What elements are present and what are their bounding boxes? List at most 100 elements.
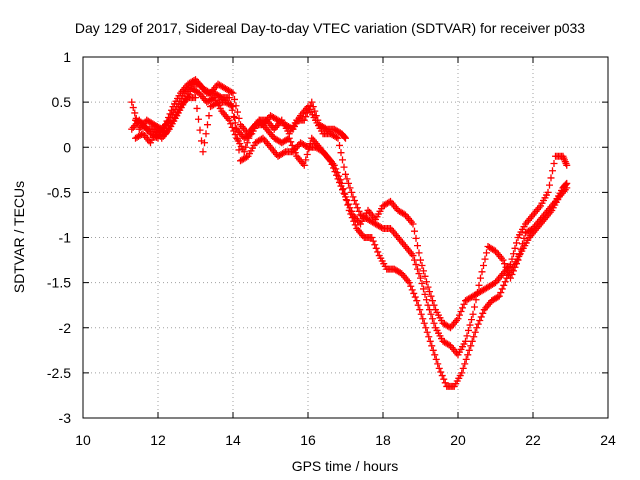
data-point xyxy=(412,234,420,242)
data-point xyxy=(461,360,469,368)
data-point xyxy=(314,116,322,124)
data-point xyxy=(341,133,349,141)
data-point xyxy=(342,193,349,201)
data-point xyxy=(462,355,470,363)
data-point xyxy=(513,260,520,268)
data-point xyxy=(481,255,489,263)
data-point xyxy=(330,164,337,172)
data-point xyxy=(463,332,471,340)
data-point xyxy=(134,120,142,128)
data-point xyxy=(303,142,310,150)
data-point xyxy=(227,100,235,108)
y-tick-label: -1.5 xyxy=(47,275,71,291)
data-point xyxy=(417,310,425,318)
data-point xyxy=(423,278,430,286)
data-point xyxy=(225,94,233,102)
data-point xyxy=(479,309,487,317)
data-point xyxy=(467,342,475,350)
data-point xyxy=(234,135,241,143)
data-point xyxy=(337,182,345,190)
data-point xyxy=(469,310,477,318)
data-point xyxy=(478,268,486,276)
data-point xyxy=(131,109,139,117)
data-point xyxy=(339,156,346,164)
data-point xyxy=(425,333,433,341)
data-point xyxy=(408,286,416,294)
data-point xyxy=(494,293,502,301)
x-tick-label: 18 xyxy=(375,432,391,448)
data-point xyxy=(201,139,208,147)
data-point xyxy=(520,234,528,242)
plot-frame xyxy=(82,56,609,419)
data-point xyxy=(514,256,522,264)
data-point xyxy=(306,140,314,148)
data-point xyxy=(327,157,334,165)
data-point xyxy=(437,368,445,376)
data-point xyxy=(421,290,429,298)
data-point xyxy=(430,319,438,327)
data-point xyxy=(128,98,136,106)
data-point xyxy=(348,188,355,196)
data-point xyxy=(438,372,446,380)
data-point xyxy=(549,167,556,175)
series-trace-3 xyxy=(132,94,571,332)
data-point xyxy=(199,148,207,156)
data-point xyxy=(419,315,427,323)
data-point xyxy=(411,256,418,264)
data-point xyxy=(231,113,238,121)
data-point xyxy=(300,116,308,124)
data-point xyxy=(508,271,516,279)
data-point xyxy=(409,252,417,260)
data-point xyxy=(312,112,320,120)
data-point xyxy=(454,315,462,323)
data-point xyxy=(429,297,436,305)
data-point xyxy=(205,112,213,120)
data-point xyxy=(417,274,424,282)
data-point xyxy=(546,181,553,189)
data-point xyxy=(235,114,243,122)
data-point xyxy=(204,121,211,129)
x-tick-label: 20 xyxy=(450,432,466,448)
data-point xyxy=(414,301,422,309)
data-point xyxy=(459,304,466,312)
data-point xyxy=(547,174,555,182)
data-point xyxy=(495,292,503,300)
data-point xyxy=(235,146,243,154)
data-point xyxy=(466,321,474,329)
x-axis-label: GPS time / hours xyxy=(292,458,399,474)
data-point xyxy=(229,89,237,97)
data-point xyxy=(311,107,319,115)
data-point xyxy=(337,149,345,157)
data-point xyxy=(372,244,380,252)
series-trace-4 xyxy=(128,80,349,142)
data-point xyxy=(243,139,251,147)
data-point xyxy=(240,148,248,156)
data-point xyxy=(426,306,433,314)
data-point xyxy=(428,342,436,350)
data-point xyxy=(457,308,465,316)
data-point xyxy=(418,261,426,269)
data-point xyxy=(371,241,379,249)
data-point xyxy=(195,115,202,123)
data-point xyxy=(501,278,509,286)
data-point xyxy=(459,364,467,372)
data-point xyxy=(426,288,433,296)
data-point xyxy=(507,261,514,269)
data-point xyxy=(434,360,442,368)
data-point xyxy=(231,131,239,139)
data-point xyxy=(422,324,430,332)
data-point xyxy=(303,150,311,158)
data-point xyxy=(500,281,508,289)
x-tick-label: 16 xyxy=(300,432,316,448)
data-point xyxy=(346,184,354,192)
data-point xyxy=(303,109,311,117)
data-point xyxy=(333,171,340,179)
data-point xyxy=(351,221,359,229)
data-point xyxy=(374,248,382,256)
x-tick-label: 14 xyxy=(225,432,241,448)
data-point xyxy=(416,306,424,314)
data-point xyxy=(227,120,235,128)
y-tick-label: 0 xyxy=(63,139,71,155)
data-point xyxy=(517,245,525,253)
